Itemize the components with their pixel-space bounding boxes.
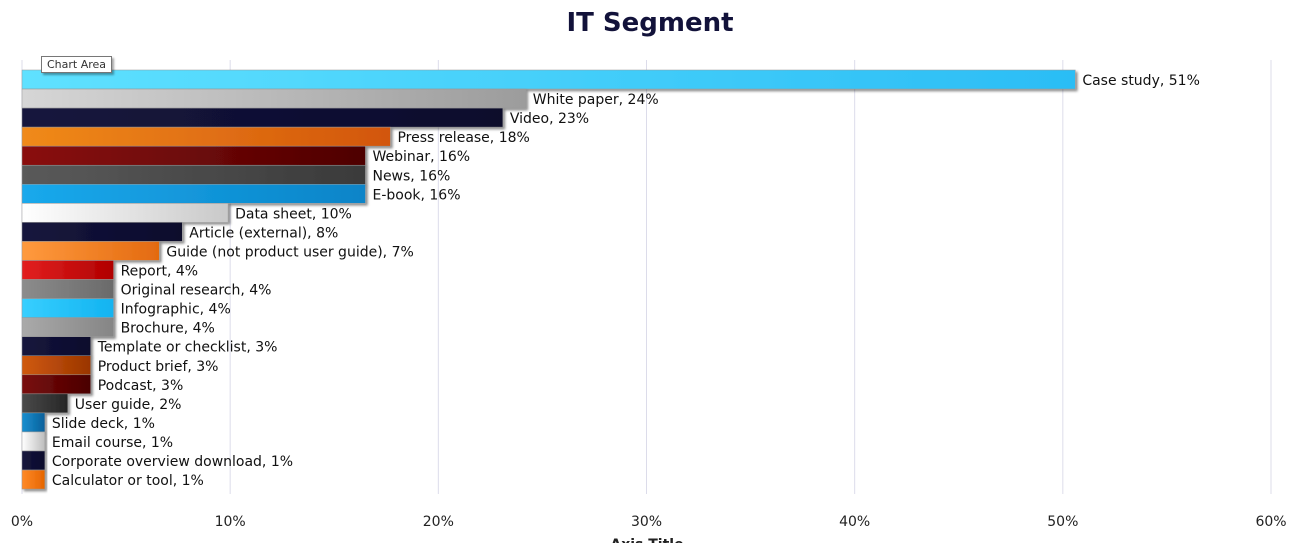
data-label: Original research, 4% bbox=[121, 283, 272, 299]
bar[interactable] bbox=[21, 241, 160, 261]
data-label: White paper, 24% bbox=[533, 92, 659, 108]
data-label: Guide (not product user guide), 7% bbox=[166, 244, 413, 260]
x-tick-label: 0% bbox=[11, 514, 33, 530]
bar[interactable] bbox=[21, 412, 46, 433]
bar[interactable] bbox=[21, 374, 91, 395]
data-label: Webinar, 16% bbox=[372, 149, 470, 165]
data-label: Report, 4% bbox=[121, 264, 199, 280]
bar[interactable] bbox=[21, 88, 527, 109]
bar[interactable] bbox=[21, 184, 366, 204]
data-label: Press release, 18% bbox=[397, 130, 529, 146]
x-tick-label: 30% bbox=[631, 514, 662, 530]
chart-area-tooltip: Chart Area bbox=[41, 56, 113, 73]
x-tick-label: 50% bbox=[1047, 514, 1078, 530]
bar[interactable] bbox=[21, 203, 229, 223]
chart-title: IT Segment bbox=[566, 8, 734, 38]
bar[interactable] bbox=[21, 336, 91, 356]
x-tick-label: 20% bbox=[423, 514, 454, 530]
data-label: Podcast, 3% bbox=[98, 378, 184, 394]
data-label: Template or checklist, 3% bbox=[97, 340, 278, 356]
data-label: News, 16% bbox=[372, 168, 450, 184]
bar[interactable] bbox=[21, 317, 114, 337]
bar[interactable] bbox=[21, 298, 114, 318]
data-label: Article (external), 8% bbox=[189, 225, 338, 241]
data-label: Corporate overview download, 1% bbox=[52, 454, 293, 470]
data-label: Infographic, 4% bbox=[121, 302, 231, 318]
data-label: Product brief, 3% bbox=[98, 359, 219, 375]
data-label: User guide, 2% bbox=[75, 397, 182, 413]
x-tick-label: 40% bbox=[839, 514, 870, 530]
bar[interactable] bbox=[21, 393, 69, 414]
data-label: Slide deck, 1% bbox=[52, 416, 155, 432]
x-axis-title: Axis Title bbox=[610, 537, 683, 543]
data-label: Case study, 51% bbox=[1082, 73, 1200, 89]
data-label: Video, 23% bbox=[510, 111, 589, 127]
x-tick-label: 60% bbox=[1255, 514, 1286, 530]
data-label: Brochure, 4% bbox=[121, 321, 215, 337]
data-label: Email course, 1% bbox=[52, 435, 173, 451]
bar[interactable] bbox=[21, 260, 114, 280]
bar[interactable] bbox=[21, 222, 183, 242]
bar[interactable] bbox=[21, 126, 391, 147]
bar[interactable] bbox=[21, 145, 366, 166]
bar[interactable] bbox=[21, 355, 91, 375]
data-label: Calculator or tool, 1% bbox=[52, 473, 204, 489]
bar[interactable] bbox=[21, 165, 366, 185]
bar[interactable] bbox=[21, 431, 46, 452]
bar[interactable] bbox=[21, 69, 1076, 90]
bar[interactable] bbox=[21, 469, 46, 490]
data-label: Data sheet, 10% bbox=[235, 206, 352, 222]
bar[interactable] bbox=[21, 279, 114, 299]
bar[interactable] bbox=[21, 450, 46, 471]
x-tick-label: 10% bbox=[215, 514, 246, 530]
bar[interactable] bbox=[21, 107, 504, 128]
data-label: E-book, 16% bbox=[372, 187, 460, 203]
